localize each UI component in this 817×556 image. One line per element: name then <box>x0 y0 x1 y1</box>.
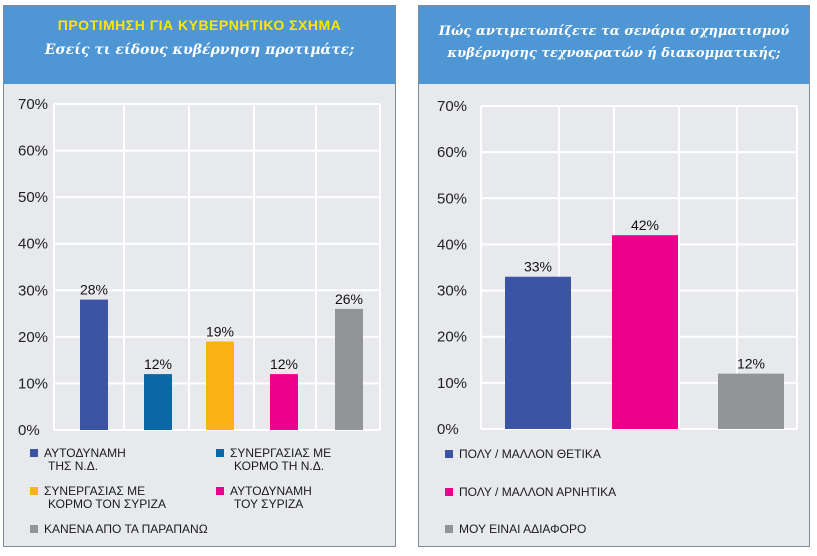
bar-value-label: 33% <box>524 259 552 275</box>
y-tick-label: 10% <box>18 375 48 392</box>
y-tick-label: 30% <box>437 283 467 300</box>
legend-label: ΠΟΛΥ / ΜΑΛΛΟΝ ΑΡΝΗΤΙΚΑ <box>459 485 617 499</box>
legend-swatch <box>216 449 224 457</box>
y-tick-label: 60% <box>437 144 467 161</box>
bar-value-label: 12% <box>144 356 172 372</box>
bar <box>505 276 571 429</box>
bar <box>612 235 678 429</box>
y-tick-label: 50% <box>18 189 48 206</box>
bar-value-label: 26% <box>335 291 363 307</box>
y-tick-label: 50% <box>437 190 467 207</box>
chart-panel-technocrat-scenarios: Πώς αντιμετωπίζετε τα σενάρια σχηματισμο… <box>418 5 810 547</box>
bar-value-label: 12% <box>270 356 298 372</box>
y-tick-label: 0% <box>18 422 40 439</box>
bar-value-label: 42% <box>631 217 659 233</box>
legend-label-line2: ΚΟΡΜΟ ΤΗ Ν.Δ. <box>234 459 325 473</box>
chart-subtitle: Εσείς τι είδους κυβέρνηση προτιμάτε; <box>44 42 355 58</box>
chart-header: ΠΡΟΤΙΜΗΣΗ ΓΙΑ ΚΥΒΕΡΝΗΤΙΚΟ ΣΧΗΜΑ Εσείς τι… <box>4 6 395 84</box>
bar-value-label: 28% <box>80 282 108 298</box>
y-tick-label: 70% <box>18 96 48 113</box>
bar <box>335 308 363 430</box>
chart-title-line1: Πώς αντιμετωπίζετε τα σενάρια σχηματισμο… <box>438 24 790 39</box>
bar-chart-right: 0% 10% 20% 30% 40% 50% 60% 70% 33% 42% 12% <box>437 98 798 438</box>
y-tick-label: 70% <box>437 98 467 115</box>
legend-label: ΚΑΝΕΝΑ ΑΠΟ ΤΑ ΠΑΡΑΠΑΝΩ <box>44 522 208 536</box>
y-tick-label: 60% <box>18 143 48 160</box>
bar-value-label: 19% <box>206 324 234 340</box>
legend-swatch <box>30 487 38 495</box>
y-tick-label: 20% <box>437 329 467 346</box>
bar <box>206 341 234 430</box>
legend-label: ΑΥΤΟΔΥΝΑΜΗ <box>44 446 126 460</box>
y-tick-label: 10% <box>437 375 467 392</box>
legend-swatch <box>445 450 453 458</box>
legend-swatch <box>216 487 224 495</box>
bar <box>80 299 108 430</box>
legend-label: ΜΟΥ ΕΙΝΑΙ ΑΔΙΑΦΟΡΟ <box>459 522 587 536</box>
bar <box>270 374 298 430</box>
bar <box>144 374 172 430</box>
legend-label: ΣΥΝΕΡΓΑΣΙΑΣ ΜΕ <box>44 484 146 498</box>
bar-value-label: 12% <box>737 356 765 372</box>
legend-label-line2: ΤΗΣ Ν.Δ. <box>48 459 99 473</box>
bar-chart-left: 0% 10% 20% 30% 40% 50% 60% 70% 28% 12% 19% 12% 26% <box>18 96 381 439</box>
chart-panel-government-preference: ΠΡΟΤΙΜΗΣΗ ΓΙΑ ΚΥΒΕΡΝΗΤΙΚΟ ΣΧΗΜΑ Εσείς τι… <box>3 5 396 547</box>
chart-header: Πώς αντιμετωπίζετε τα σενάρια σχηματισμο… <box>419 6 809 84</box>
y-tick-label: 40% <box>18 236 48 253</box>
legend-swatch <box>445 525 453 533</box>
y-tick-label: 30% <box>18 282 48 299</box>
legend-label: ΠΟΛΥ / ΜΑΛΛΟΝ ΘΕΤΙΚΑ <box>459 447 601 461</box>
chart-title: ΠΡΟΤΙΜΗΣΗ ΓΙΑ ΚΥΒΕΡΝΗΤΙΚΟ ΣΧΗΜΑ <box>57 17 342 33</box>
y-tick-label: 40% <box>437 236 467 253</box>
legend-swatch <box>445 488 453 496</box>
legend-label: ΑΥΤΟΔΥΝΑΜΗ <box>230 484 312 498</box>
y-tick-label: 20% <box>18 329 48 346</box>
bar <box>718 373 784 429</box>
y-tick-label: 0% <box>437 421 459 438</box>
legend-swatch <box>30 525 38 533</box>
legend-label-line2: ΚΟΡΜΟ ΤΟΝ ΣΥΡΙΖΑ <box>48 497 166 511</box>
legend-label: ΣΥΝΕΡΓΑΣΙΑΣ ΜΕ <box>230 446 332 460</box>
legend-label-line2: ΤΟΥ ΣΥΡΙΖΑ <box>234 497 304 511</box>
chart-title-line2: κυβέρνησης τεχνοκρατών ή διακομματικής; <box>447 46 781 61</box>
legend-swatch <box>30 449 38 457</box>
